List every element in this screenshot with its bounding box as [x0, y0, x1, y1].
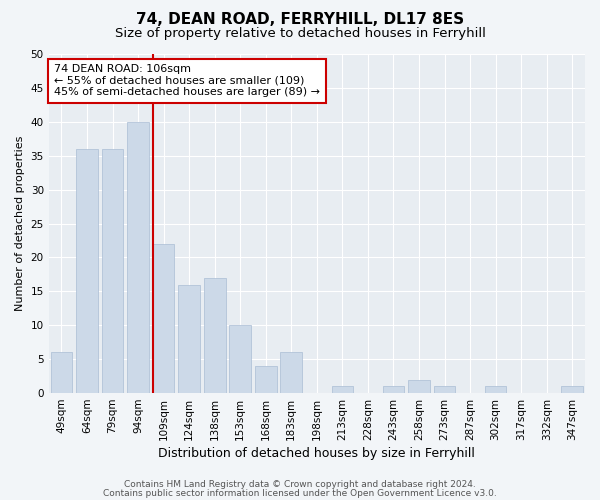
Bar: [434, 386, 455, 393]
Bar: [101, 149, 124, 393]
Bar: [153, 244, 175, 393]
Bar: [229, 326, 251, 393]
Bar: [204, 278, 226, 393]
Bar: [562, 386, 583, 393]
X-axis label: Distribution of detached houses by size in Ferryhill: Distribution of detached houses by size …: [158, 447, 475, 460]
Y-axis label: Number of detached properties: Number of detached properties: [15, 136, 25, 311]
Bar: [50, 352, 72, 393]
Bar: [280, 352, 302, 393]
Text: Contains HM Land Registry data © Crown copyright and database right 2024.: Contains HM Land Registry data © Crown c…: [124, 480, 476, 489]
Bar: [255, 366, 277, 393]
Bar: [332, 386, 353, 393]
Bar: [178, 284, 200, 393]
Bar: [485, 386, 506, 393]
Bar: [76, 149, 98, 393]
Text: 74, DEAN ROAD, FERRYHILL, DL17 8ES: 74, DEAN ROAD, FERRYHILL, DL17 8ES: [136, 12, 464, 28]
Text: Contains public sector information licensed under the Open Government Licence v3: Contains public sector information licen…: [103, 490, 497, 498]
Bar: [127, 122, 149, 393]
Bar: [408, 380, 430, 393]
Text: 74 DEAN ROAD: 106sqm
← 55% of detached houses are smaller (109)
45% of semi-deta: 74 DEAN ROAD: 106sqm ← 55% of detached h…: [54, 64, 320, 98]
Bar: [383, 386, 404, 393]
Text: Size of property relative to detached houses in Ferryhill: Size of property relative to detached ho…: [115, 28, 485, 40]
